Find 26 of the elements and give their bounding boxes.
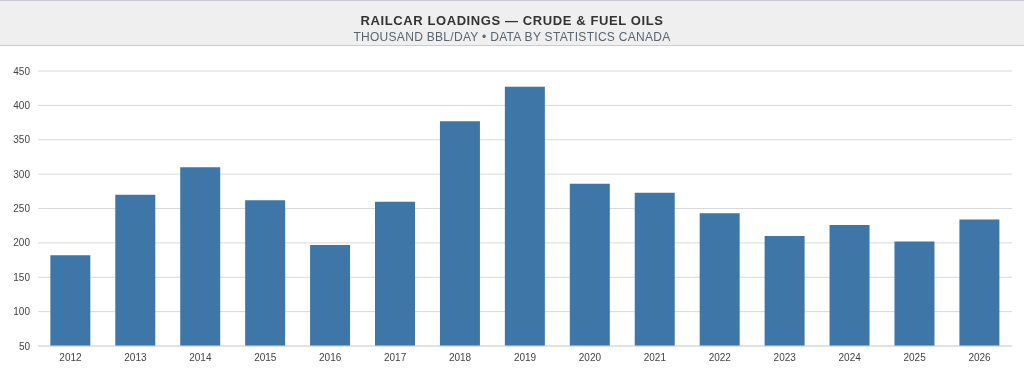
chart-subtitle: THOUSAND BBL/DAY • DATA BY STATISTICS CANADA [352,30,672,44]
x-tick-label: 2016 [319,352,342,364]
y-tick-label: 50 [18,340,31,352]
y-tick-label: 450 [13,65,31,77]
x-tick-label: 2025 [903,352,927,364]
x-tick-label: 2023 [773,352,797,364]
x-tick-label: 2019 [513,352,537,364]
y-tick-label: 300 [13,168,31,180]
y-tick-label: 200 [13,237,31,249]
y-tick-label: 100 [13,306,31,318]
y-tick-label: 350 [13,134,31,146]
y-tick-label: 150 [13,271,31,283]
x-tick-label: 2014 [189,352,212,364]
y-tick-label: 400 [13,99,31,111]
x-tick-label: 2013 [124,352,147,364]
x-tick-label: 2021 [643,352,667,364]
x-tick-label: 2017 [384,352,407,364]
x-tick-label: 2020 [578,352,602,364]
x-tick-label: 2012 [59,352,83,364]
chart-title: RAILCAR LOADINGS — CRUDE & FUEL OILS [359,13,665,28]
x-tick-label: 2022 [708,352,732,364]
y-tick-label: 250 [13,203,31,215]
x-tick-label: 2018 [448,352,472,364]
x-tick-label: 2024 [838,352,862,364]
x-tick-label: 2015 [254,352,277,364]
x-tick-label: 2026 [968,352,992,364]
